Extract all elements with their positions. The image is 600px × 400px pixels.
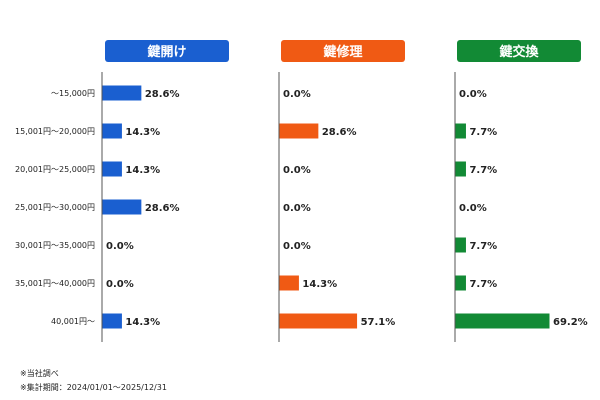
data-label: 28.6% (322, 127, 357, 138)
bar (455, 123, 466, 139)
bar (102, 85, 142, 101)
bar (455, 275, 466, 291)
data-label: 7.7% (469, 165, 497, 176)
data-label: 28.6% (145, 89, 180, 100)
source-note: ※当社調べ (20, 369, 59, 378)
bar (455, 313, 550, 329)
bar (102, 313, 122, 329)
data-label: 69.2% (553, 317, 588, 328)
series-panel: 鍵修理 0.0% 28.6% 0.0% 0.0% 0.0% 14.3% 57.1% (278, 40, 405, 342)
category-label: 40,001円～ (51, 317, 95, 326)
data-label: 14.3% (302, 279, 337, 290)
bar (102, 123, 122, 139)
category-label: 30,001円～35,000円 (15, 241, 95, 250)
data-label: 7.7% (469, 279, 497, 290)
series-header (105, 40, 229, 62)
category-label: 15,001円～20,000円 (15, 127, 95, 136)
bar (279, 123, 319, 139)
data-label: 0.0% (283, 241, 311, 252)
bar (102, 161, 122, 177)
data-label: 14.3% (125, 127, 160, 138)
series-title: 鍵開け (147, 44, 186, 60)
series-panel: 鍵交換 0.0% 7.7% 7.7% 0.0% 7.7% 7.7% 69.2% (454, 40, 588, 342)
data-label: 14.3% (125, 165, 160, 176)
data-label: 0.0% (283, 203, 311, 214)
category-label: 35,001円～40,000円 (15, 279, 95, 288)
data-label: 0.0% (106, 279, 134, 290)
data-label: 57.1% (361, 317, 396, 328)
category-label: 20,001円～25,000円 (15, 165, 95, 174)
series-title: 鍵交換 (499, 44, 539, 60)
data-label: 7.7% (469, 241, 497, 252)
series-panel: 鍵開け 28.6% 14.3% 14.3% 28.6% 0.0% 0.0% 14.3% (101, 40, 229, 342)
data-label: 7.7% (469, 127, 497, 138)
series-header (457, 40, 581, 62)
bar (279, 275, 299, 291)
data-label: 0.0% (459, 89, 487, 100)
data-label: 0.0% (459, 203, 487, 214)
bar (455, 237, 466, 253)
data-label: 0.0% (283, 165, 311, 176)
bar (455, 161, 466, 177)
period-note: ※集計期間：2024/01/01～2025/12/31 (20, 383, 167, 392)
series-title: 鍵修理 (323, 44, 362, 60)
data-label: 14.3% (125, 317, 160, 328)
data-label: 0.0% (106, 241, 134, 252)
series-header (281, 40, 405, 62)
bar (279, 313, 358, 329)
data-label: 0.0% (283, 89, 311, 100)
data-label: 28.6% (145, 203, 180, 214)
category-label: 25,001円～30,000円 (15, 203, 95, 212)
bar (102, 199, 142, 215)
category-label: ～15,000円 (51, 89, 95, 98)
